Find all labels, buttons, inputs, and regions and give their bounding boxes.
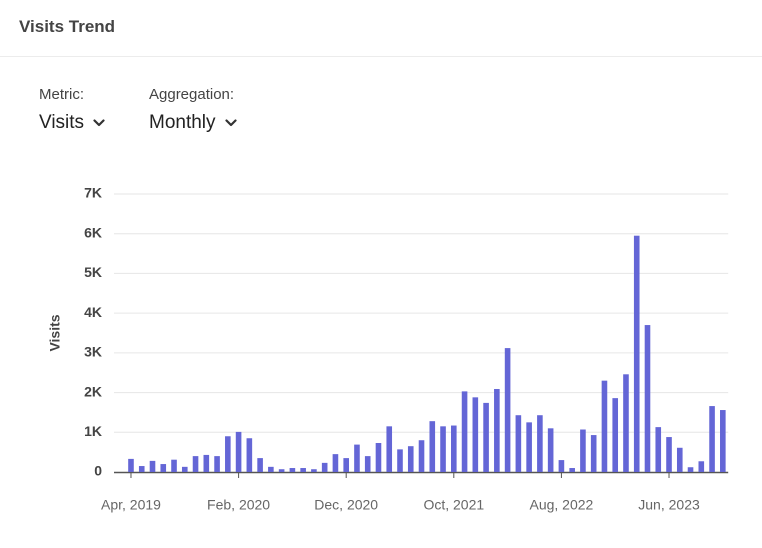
y-tick-label: 3K: [84, 344, 102, 360]
header: Visits Trend: [0, 0, 762, 57]
bar: [687, 467, 694, 472]
bar: [128, 458, 134, 472]
bar: [214, 456, 220, 472]
bar: [633, 235, 640, 472]
aggregation-control: Aggregation: Monthly: [149, 86, 237, 134]
bar: [558, 460, 565, 472]
bar: [407, 446, 414, 472]
bar: [472, 397, 479, 472]
bar: [235, 431, 242, 472]
bar: [655, 427, 662, 472]
bar: [138, 466, 145, 472]
bar: [289, 468, 296, 472]
x-tick-label: Apr, 2019: [101, 497, 161, 513]
chevron-icon[interactable]: [224, 119, 237, 127]
dropdown[interactable]: Visits: [39, 112, 105, 134]
bar: [623, 374, 629, 472]
x-tick-label: Aug, 2022: [529, 497, 593, 513]
bar: [386, 426, 393, 472]
bar: [515, 415, 522, 472]
dropdown-value[interactable]: Monthly: [149, 112, 216, 133]
bar: [278, 469, 285, 472]
y-tick-label: 4K: [84, 304, 102, 320]
bar: [569, 468, 575, 472]
bar: [580, 429, 586, 472]
bar: [461, 391, 468, 472]
y-axis-label: Visits: [47, 314, 63, 351]
bar: [612, 398, 619, 472]
control-label: Aggregation:: [149, 86, 235, 103]
bar: [181, 466, 188, 472]
bar: [160, 464, 167, 472]
bar: [429, 421, 436, 472]
bar: [171, 459, 177, 472]
y-tick-label: 2K: [84, 383, 102, 399]
bar: [343, 458, 349, 472]
control-label: Metric:: [39, 86, 84, 103]
x-tick-label: Jun, 2023: [638, 497, 700, 513]
chevron-icon[interactable]: [93, 119, 105, 127]
bar: [257, 458, 263, 472]
bar: [601, 380, 608, 472]
bar: [332, 454, 339, 472]
y-tick-label: 6K: [84, 224, 102, 240]
bar: [720, 410, 726, 472]
bar: [225, 436, 231, 472]
bar: [698, 461, 705, 472]
bar: [526, 422, 532, 472]
bar: [644, 325, 651, 472]
y-tick-label: 5K: [84, 264, 102, 280]
x-tick-label: Feb, 2020: [207, 497, 270, 513]
bar: [666, 437, 672, 472]
bar: [268, 466, 274, 472]
x-tick-label: Oct, 2021: [423, 497, 484, 513]
y-tick-label: 7K: [84, 185, 102, 201]
bar: [149, 460, 156, 472]
bar: [676, 447, 683, 472]
chart: Visits 0 1K 2K 3K 4K 5K 6K 7K Apr, 2019 Feb, 2020…: [47, 185, 729, 513]
bar: [300, 468, 306, 472]
bar: [547, 428, 554, 472]
x-tick-label: Dec, 2020: [314, 497, 378, 513]
bar: [246, 438, 253, 472]
metric-control: Metric: Visits: [39, 86, 105, 134]
bar: [354, 444, 360, 472]
bar: [451, 425, 457, 472]
bar: [321, 462, 328, 472]
bar: [418, 440, 425, 472]
bar: [504, 348, 511, 472]
bar: [192, 456, 199, 472]
dropdown-value[interactable]: Visits: [39, 112, 85, 133]
bar: [311, 469, 317, 472]
bar: [483, 402, 489, 472]
bar: [494, 388, 500, 472]
bar: [203, 454, 210, 472]
bar: [537, 415, 543, 472]
bar: [397, 449, 403, 472]
bar: [364, 456, 371, 472]
y-tick-label: 1K: [84, 423, 102, 439]
bar: [375, 443, 382, 472]
dropdown[interactable]: Monthly: [149, 112, 237, 134]
bar: [590, 435, 597, 472]
bar: [709, 406, 715, 472]
header-title: Visits Trend: [19, 17, 116, 36]
bar: [440, 426, 446, 472]
y-tick-label: 0: [94, 463, 102, 479]
